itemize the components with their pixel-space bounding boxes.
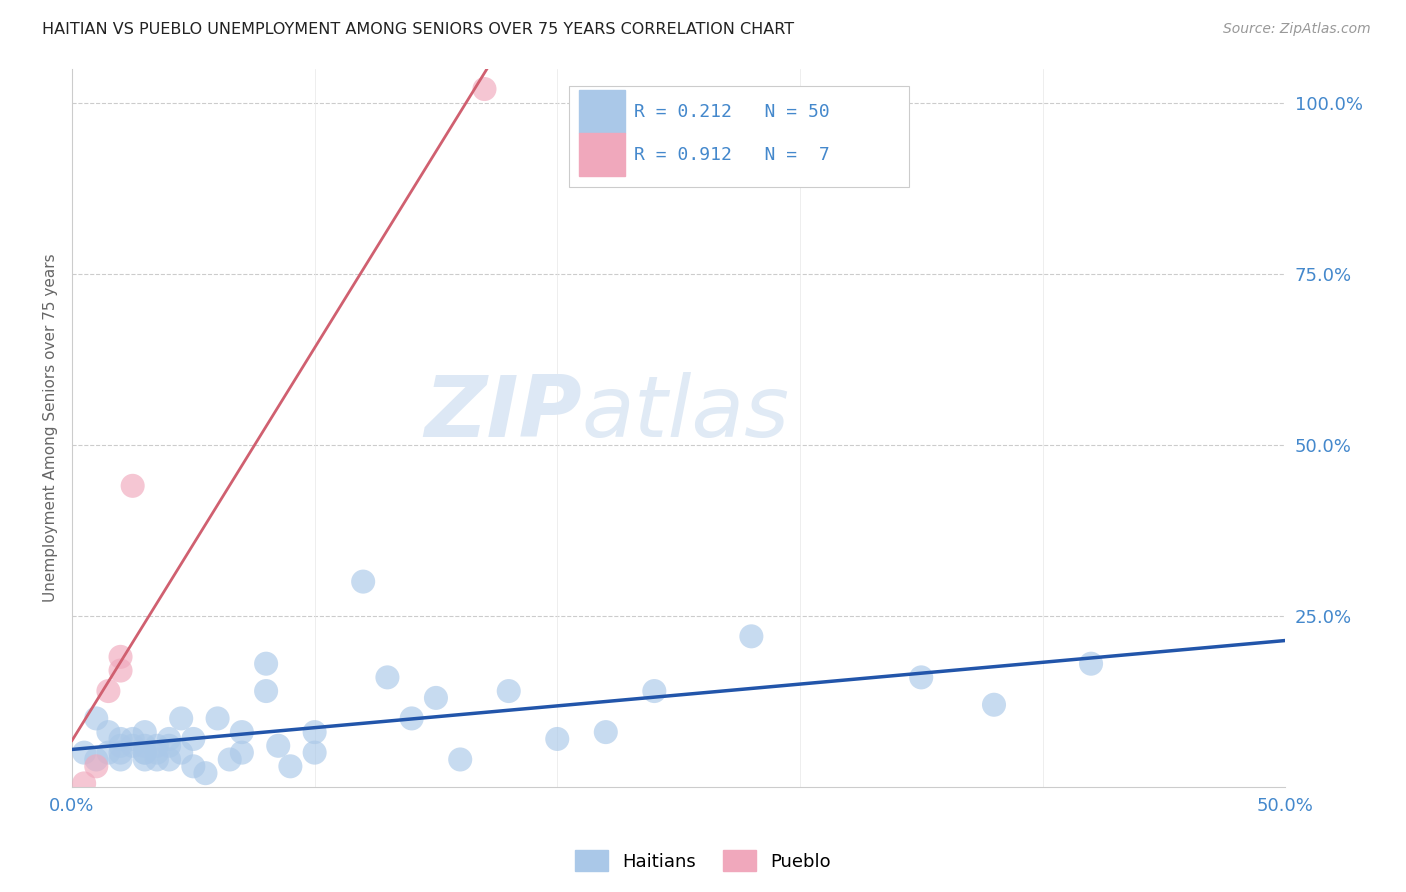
- Text: HAITIAN VS PUEBLO UNEMPLOYMENT AMONG SENIORS OVER 75 YEARS CORRELATION CHART: HAITIAN VS PUEBLO UNEMPLOYMENT AMONG SEN…: [42, 22, 794, 37]
- Point: [134, 746, 156, 760]
- Point: [146, 746, 169, 760]
- FancyBboxPatch shape: [569, 87, 910, 187]
- Point: [157, 739, 180, 753]
- Point: [425, 690, 447, 705]
- Point: [1080, 657, 1102, 671]
- Text: atlas: atlas: [582, 372, 790, 455]
- Point: [231, 746, 253, 760]
- Point: [170, 746, 193, 760]
- Point: [157, 731, 180, 746]
- Point: [181, 759, 204, 773]
- Point: [170, 711, 193, 725]
- Point: [97, 746, 120, 760]
- Text: R = 0.212   N = 50: R = 0.212 N = 50: [634, 103, 830, 120]
- Point: [254, 657, 277, 671]
- Point: [474, 82, 496, 96]
- Point: [218, 752, 240, 766]
- Legend: Haitians, Pueblo: Haitians, Pueblo: [568, 843, 838, 879]
- Point: [157, 752, 180, 766]
- Point: [110, 752, 132, 766]
- Point: [449, 752, 471, 766]
- Point: [97, 725, 120, 739]
- Point: [194, 766, 217, 780]
- Point: [267, 739, 290, 753]
- Point: [304, 746, 326, 760]
- Point: [352, 574, 374, 589]
- Text: Source: ZipAtlas.com: Source: ZipAtlas.com: [1223, 22, 1371, 37]
- Point: [910, 670, 932, 684]
- Point: [134, 752, 156, 766]
- Point: [134, 725, 156, 739]
- Point: [121, 739, 143, 753]
- Point: [181, 731, 204, 746]
- Point: [498, 684, 520, 698]
- Point: [73, 776, 96, 790]
- Y-axis label: Unemployment Among Seniors over 75 years: Unemployment Among Seniors over 75 years: [44, 253, 58, 602]
- Point: [146, 752, 169, 766]
- Point: [207, 711, 229, 725]
- Point: [377, 670, 399, 684]
- Point: [254, 684, 277, 698]
- Point: [84, 752, 107, 766]
- Point: [134, 746, 156, 760]
- Point: [110, 664, 132, 678]
- Point: [740, 629, 762, 643]
- Point: [84, 759, 107, 773]
- Point: [110, 649, 132, 664]
- Point: [643, 684, 665, 698]
- Point: [84, 711, 107, 725]
- Point: [231, 725, 253, 739]
- Text: ZIP: ZIP: [423, 372, 582, 455]
- Point: [110, 746, 132, 760]
- Point: [546, 731, 568, 746]
- Point: [110, 731, 132, 746]
- Point: [146, 739, 169, 753]
- Point: [121, 731, 143, 746]
- Point: [595, 725, 617, 739]
- Point: [97, 684, 120, 698]
- Point: [110, 739, 132, 753]
- FancyBboxPatch shape: [579, 90, 626, 133]
- Point: [121, 479, 143, 493]
- Text: R = 0.912   N =  7: R = 0.912 N = 7: [634, 145, 830, 164]
- FancyBboxPatch shape: [579, 133, 626, 177]
- Point: [280, 759, 302, 773]
- Point: [73, 746, 96, 760]
- Point: [983, 698, 1005, 712]
- Point: [304, 725, 326, 739]
- Point: [401, 711, 423, 725]
- Point: [134, 739, 156, 753]
